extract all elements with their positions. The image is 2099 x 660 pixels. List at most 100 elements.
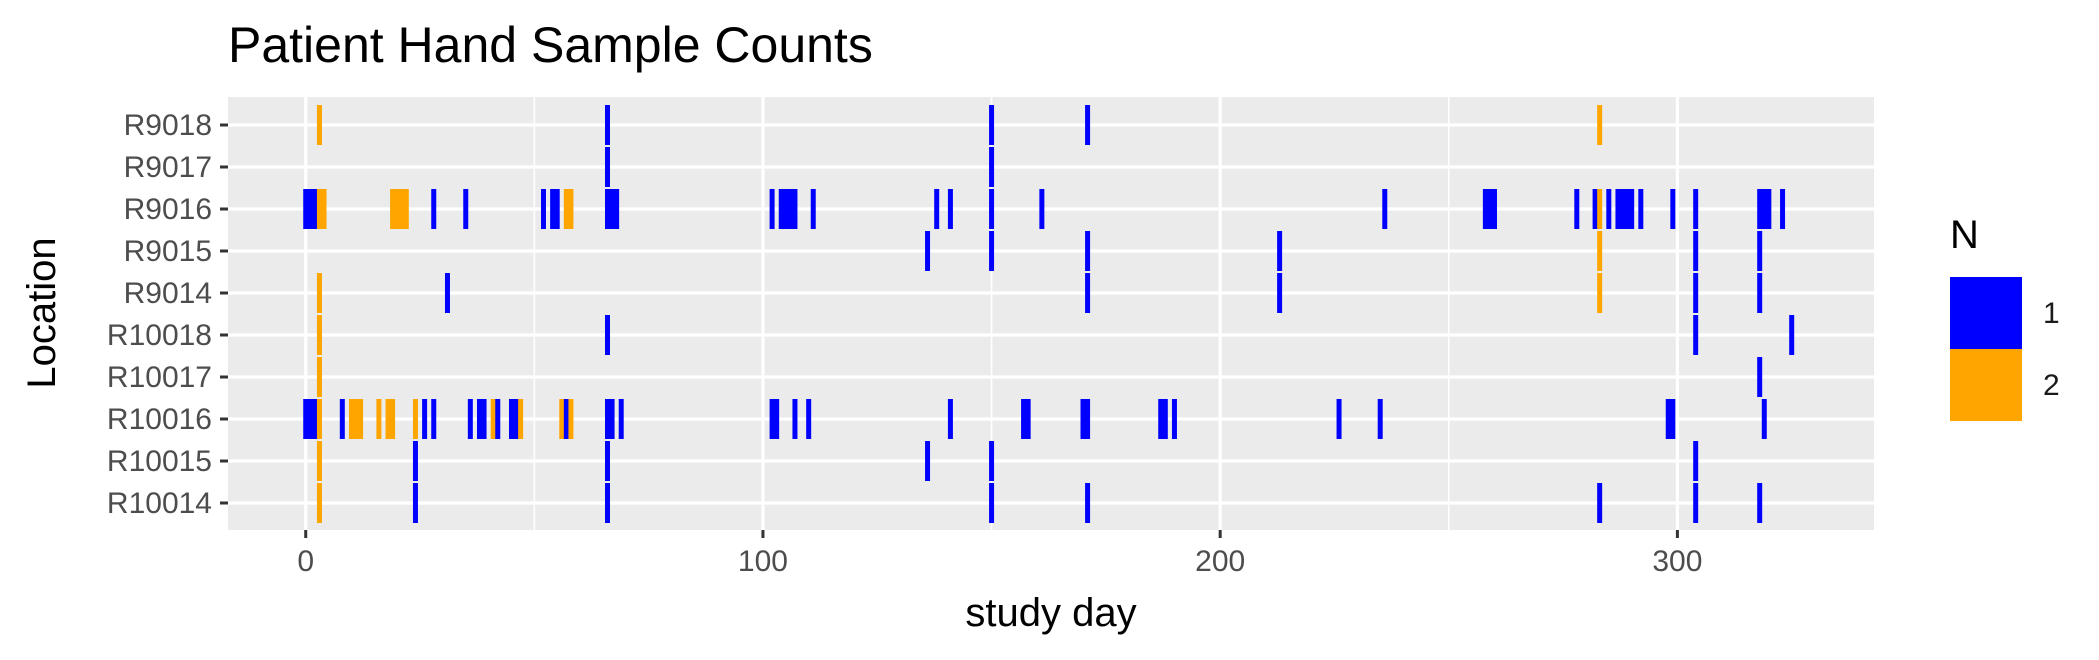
- legend-label: 1: [2043, 297, 2060, 330]
- heatmap-cell: [563, 399, 569, 439]
- x-tick-label: 300: [1652, 545, 1702, 578]
- x-axis: 0 100 200 300: [297, 530, 1702, 578]
- heatmap-cell: [321, 189, 327, 229]
- heatmap-cell: [1492, 189, 1498, 229]
- heatmap-cell: [353, 399, 359, 439]
- heatmap-cell: [444, 273, 450, 313]
- heatmap-cell: [463, 189, 469, 229]
- heatmap-cell: [316, 105, 322, 145]
- heatmap-cell: [618, 399, 624, 439]
- plot-panel: [228, 97, 1874, 530]
- x-tick-label: 100: [738, 545, 788, 578]
- heatmap-cell: [989, 441, 995, 481]
- heatmap-cell: [1665, 399, 1671, 439]
- heatmap-cell: [1606, 189, 1612, 229]
- legend-swatch: [1950, 277, 2022, 349]
- legend-title: N: [1950, 213, 1979, 257]
- heatmap-cell: [412, 441, 418, 481]
- heatmap-cell: [316, 315, 322, 355]
- heatmap-cell: [792, 399, 798, 439]
- heatmap-cell: [540, 189, 546, 229]
- heatmap-cell: [1761, 189, 1767, 229]
- heatmap-cell: [989, 147, 995, 187]
- heatmap-cell: [609, 399, 615, 439]
- chart-title: Patient Hand Sample Counts: [228, 17, 873, 73]
- heatmap-cell: [431, 189, 437, 229]
- heatmap-cell: [1085, 273, 1091, 313]
- y-tick-label: R9015: [124, 235, 212, 268]
- heatmap-cell: [989, 483, 995, 523]
- heatmap-cell: [1574, 189, 1580, 229]
- heatmap-cells: [303, 105, 1795, 523]
- y-tick-label: R9017: [124, 151, 212, 184]
- heatmap-cell: [1382, 189, 1388, 229]
- y-tick-label: R9018: [124, 109, 212, 142]
- heatmap-cell: [1629, 189, 1635, 229]
- y-tick-label: R9014: [124, 277, 212, 310]
- heatmap-cell: [1085, 105, 1091, 145]
- heatmap-cell: [604, 399, 610, 439]
- heatmap-cell: [307, 189, 313, 229]
- x-tick-label: 0: [297, 545, 314, 578]
- heatmap-cell: [513, 399, 519, 439]
- heatmap-cell: [1761, 399, 1767, 439]
- y-tick-label: R9016: [124, 193, 212, 226]
- heatmap-cell: [989, 105, 995, 145]
- heatmap-cell: [339, 399, 345, 439]
- heatmap-cell: [316, 273, 322, 313]
- heatmap-cell: [1597, 273, 1603, 313]
- heatmap-cell: [1085, 483, 1091, 523]
- heatmap-cell: [1670, 399, 1676, 439]
- heatmap-cell: [316, 399, 322, 439]
- heatmap-cell: [394, 189, 400, 229]
- heatmap-cell: [554, 189, 560, 229]
- heatmap-cell: [989, 231, 995, 271]
- heatmap-cell: [1670, 189, 1676, 229]
- heatmap-cell: [1085, 231, 1091, 271]
- legend-swatch: [1950, 349, 2022, 421]
- heatmap-cell: [783, 189, 789, 229]
- heatmap-cell: [769, 399, 775, 439]
- heatmap-cell: [476, 399, 482, 439]
- heatmap-cell: [1487, 189, 1493, 229]
- heatmap-cell: [518, 399, 524, 439]
- heatmap-cell: [1025, 399, 1031, 439]
- heatmap-cell: [495, 399, 501, 439]
- heatmap-cell: [604, 105, 610, 145]
- heatmap-cell: [925, 441, 931, 481]
- x-tick-label: 200: [1195, 545, 1245, 578]
- heatmap-cell: [1277, 273, 1283, 313]
- x-axis-title: study day: [965, 591, 1136, 635]
- heatmap-cell: [1620, 189, 1626, 229]
- heatmap-cell: [412, 399, 418, 439]
- heatmap-cell: [1757, 231, 1763, 271]
- heatmap-cell: [1693, 189, 1699, 229]
- heatmap-cell: [385, 399, 391, 439]
- heatmap-cell: [568, 189, 574, 229]
- heatmap-cell: [947, 189, 953, 229]
- legend: N 1 2: [1950, 213, 2060, 421]
- heatmap-cell: [376, 399, 382, 439]
- heatmap-cell: [1277, 231, 1283, 271]
- heatmap-cell: [609, 189, 615, 229]
- heatmap-cell: [563, 189, 569, 229]
- heatmap-cell: [989, 189, 995, 229]
- heatmap-cell: [1789, 315, 1795, 355]
- heatmap-cell: [1757, 357, 1763, 397]
- heatmap-cell: [934, 189, 940, 229]
- heatmap-cell: [1615, 189, 1621, 229]
- heatmap-cell: [604, 441, 610, 481]
- heatmap-cell: [307, 399, 313, 439]
- heatmap-cell: [1158, 399, 1164, 439]
- heatmap-cell: [1162, 399, 1168, 439]
- heatmap-cell: [303, 189, 309, 229]
- heatmap-cell: [774, 399, 780, 439]
- legend-label: 2: [2043, 369, 2060, 402]
- heatmap-cell: [1021, 399, 1027, 439]
- heatmap-cell: [1693, 315, 1699, 355]
- heatmap-cell: [316, 189, 322, 229]
- heatmap-cell: [358, 399, 364, 439]
- heatmap-cell: [604, 147, 610, 187]
- heatmap-cell: [604, 315, 610, 355]
- heatmap-cell: [1597, 189, 1603, 229]
